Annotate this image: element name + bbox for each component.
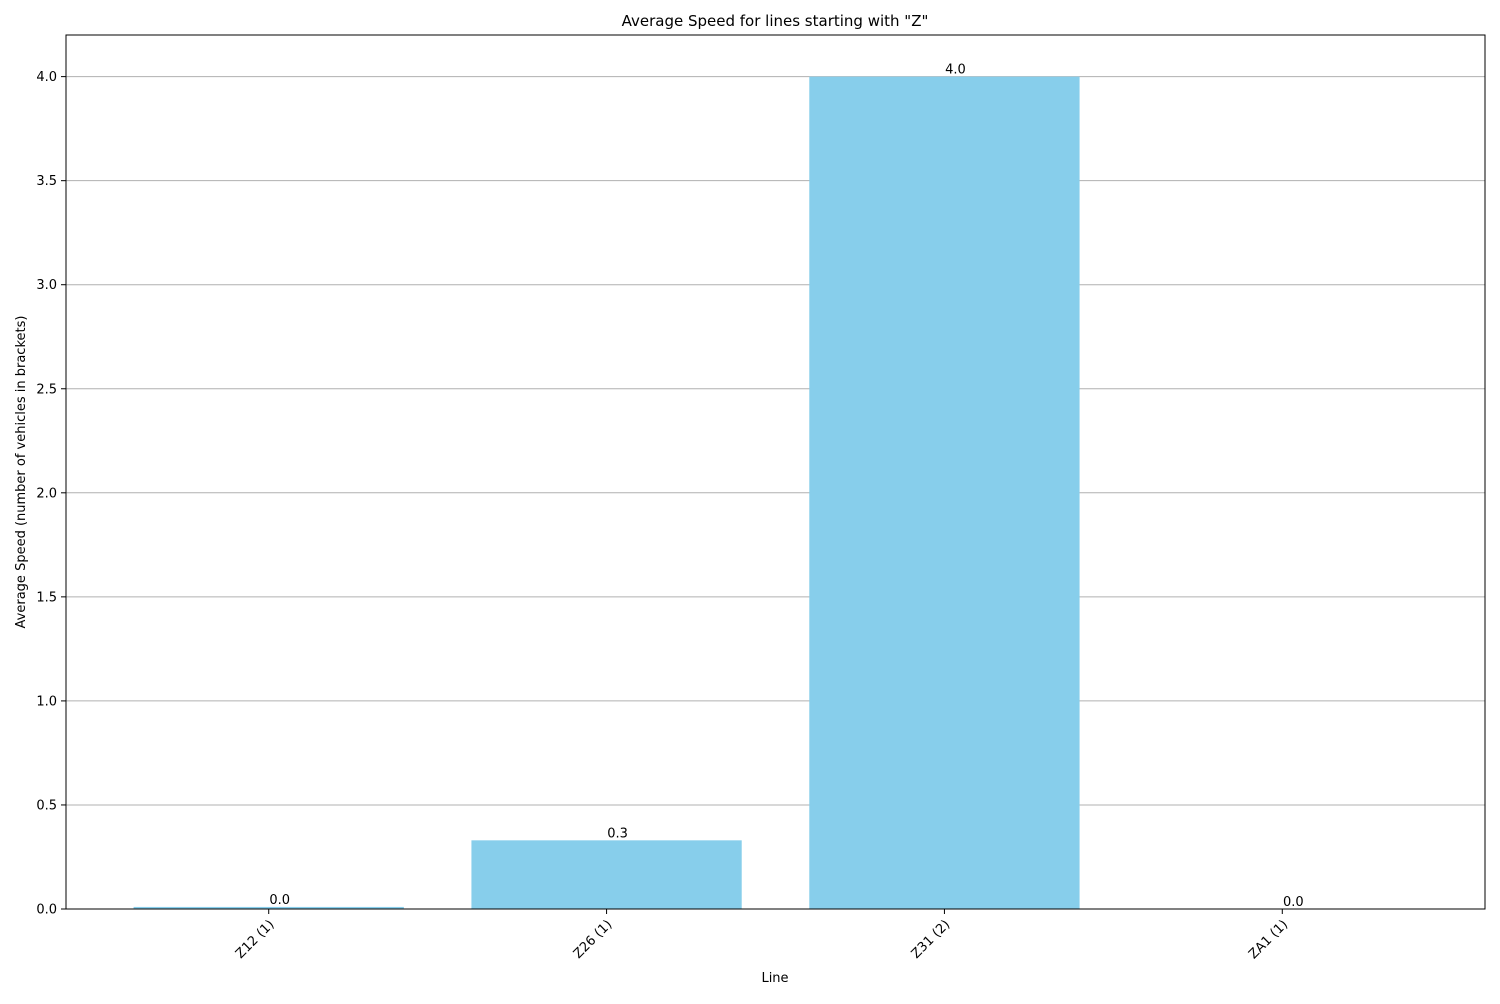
bars	[133, 76, 1080, 910]
data-label: 0.0	[1283, 895, 1304, 910]
x-axis-label: Line	[761, 971, 788, 986]
x-axis-ticks: Z12 (1) Z26 (1) Z31 (2) ZA1 (1)	[233, 909, 1291, 962]
plot-frame	[65, 34, 1486, 910]
y-tick-label: 0.5	[36, 798, 57, 813]
chart-title: Average Speed for lines starting with "Z…	[622, 12, 929, 30]
y-axis-label: Average Speed (number of vehicles in bra…	[14, 316, 29, 629]
y-tick-label: 4.0	[36, 70, 57, 85]
bar	[471, 840, 742, 909]
y-tick-label: 1.5	[36, 590, 57, 605]
data-label: 0.0	[269, 893, 290, 908]
bar	[133, 906, 404, 909]
y-tick-label: 1.0	[36, 694, 57, 709]
data-labels: 0.0 0.3 4.0 0.0	[269, 63, 1303, 910]
y-axis-ticks: 0.0 0.5 1.0 1.5 2.0 2.5 3.0 3.5 4.0	[36, 70, 66, 918]
y-tick-label: 2.5	[36, 382, 57, 397]
x-tick-label: Z12 (1)	[233, 917, 278, 962]
x-tick-label: ZA1 (1)	[1246, 917, 1291, 962]
data-label: 0.3	[607, 826, 628, 841]
data-label: 4.0	[945, 63, 966, 78]
grid-lines	[66, 76, 1485, 910]
y-tick-label: 0.0	[36, 903, 57, 918]
y-tick-label: 2.0	[36, 486, 57, 501]
x-tick-label: Z31 (2)	[909, 917, 954, 962]
y-tick-label: 3.5	[36, 174, 57, 189]
bar	[809, 76, 1080, 910]
y-tick-label: 3.0	[36, 278, 57, 293]
x-tick-label: Z26 (1)	[571, 917, 616, 962]
